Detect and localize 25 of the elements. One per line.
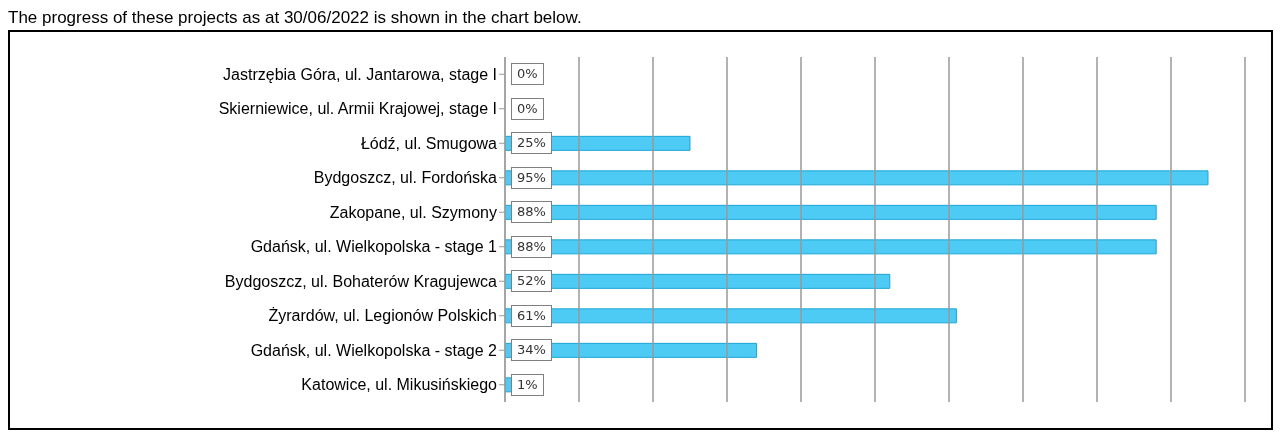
bar [505,308,957,324]
data-label: 0% [511,63,544,86]
bar [505,170,1209,186]
y-tick-label: Skierniewice, ul. Armii Krajowej, stage I [218,100,497,118]
data-label: 1% [511,373,544,396]
y-tick-label: Jastrzębia Góra, ul. Jantarowa, stage I [223,65,497,83]
text: The progress of these projects as at 30/06/2022 is shown in the chart below. [8,8,583,28]
data-label: 34% [511,339,552,362]
data-label: 88% [511,235,552,258]
y-tick-label: Gdańsk, ul. Wielkopolska - stage 1 [250,238,498,256]
data-label: 61% [511,304,552,327]
y-tick-label: Łódź, ul. Smugowa [360,134,498,152]
y-tick-label: Gdańsk, ul. Wielkopolska - stage 2 [250,341,498,359]
data-label: 95% [511,166,552,189]
data-label: 52% [511,270,552,293]
data-label: 0% [511,97,544,120]
bar [505,239,1157,255]
y-tick-label: Bydgoszcz, ul. Fordońska [313,169,498,187]
data-label: 88% [511,201,552,224]
data-label: 25% [511,132,552,155]
y-tick-label: Katowice, ul. Mikusińskiego [301,376,498,394]
bar [505,204,1157,220]
y-tick-label: Zakopane, ul. Szymony [329,203,497,221]
y-tick-label: Żyrardów, ul. Legionów Polskich [268,306,497,325]
y-tick-label: Bydgoszcz, ul. Bohaterów Kragujewca [224,272,498,290]
